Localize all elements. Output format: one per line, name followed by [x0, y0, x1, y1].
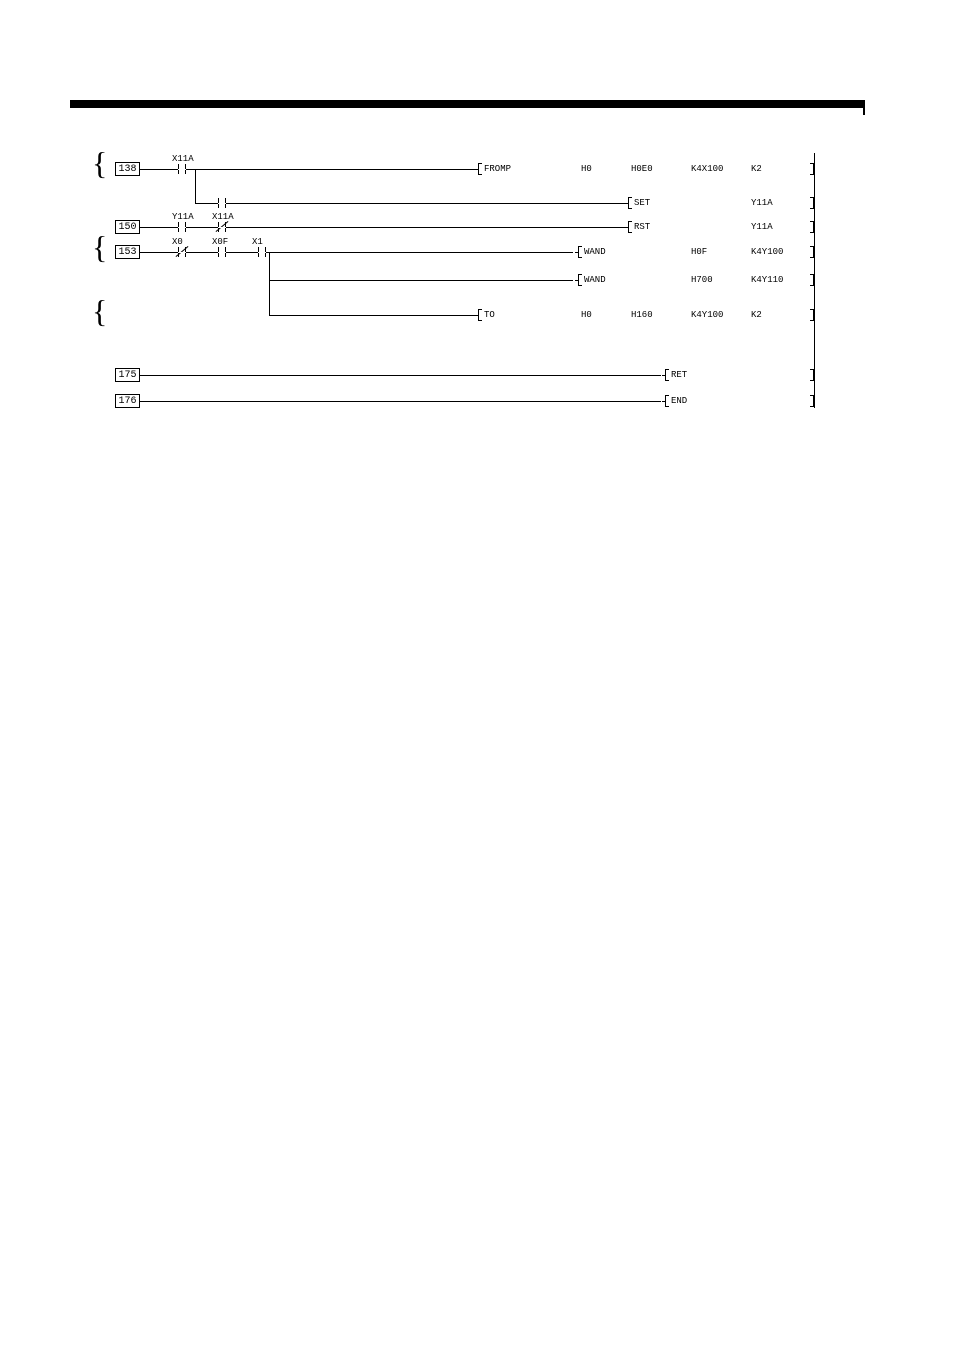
output-bracket-left — [578, 274, 582, 286]
output-param: H700 — [691, 275, 713, 285]
output-bracket-right — [810, 197, 814, 209]
output-connector — [575, 252, 578, 253]
output-bracket-right — [810, 163, 814, 175]
contact-gap — [178, 169, 186, 170]
step-number: 138 — [115, 162, 140, 176]
contact-gap — [178, 252, 186, 253]
output-bracket-right — [810, 221, 814, 233]
output-bracket-left — [665, 369, 669, 381]
contact-label: X0 — [172, 237, 183, 247]
vertical-connector — [269, 252, 270, 316]
contact-label: X0F — [212, 237, 228, 247]
step-number: 176 — [115, 394, 140, 408]
output-param: K4X100 — [691, 164, 723, 174]
step-number: 153 — [115, 245, 140, 259]
output-param: TO — [484, 310, 495, 320]
output-param: FROMP — [484, 164, 511, 174]
output-connector — [625, 203, 628, 204]
output-bracket-left — [665, 395, 669, 407]
output-param: RET — [671, 370, 687, 380]
output-bracket-left — [478, 163, 482, 175]
contact-label: X1 — [252, 237, 263, 247]
rung-line — [140, 375, 661, 376]
top-black-bar — [70, 100, 865, 108]
output-param: RST — [634, 222, 650, 232]
contact-gap — [258, 252, 266, 253]
output-bracket-left — [628, 221, 632, 233]
output-connector — [662, 401, 665, 402]
output-param: H160 — [631, 310, 653, 320]
output-param: K4Y100 — [751, 247, 783, 257]
output-connector — [475, 169, 478, 170]
contact-label: Y11A — [172, 212, 194, 222]
contact-gap — [178, 227, 186, 228]
contact-label: X11A — [172, 154, 194, 164]
output-bracket-left — [478, 309, 482, 321]
curly-brace: { — [92, 147, 107, 179]
output-param: K2 — [751, 310, 762, 320]
curly-brace: { — [92, 295, 107, 327]
rung-line — [140, 401, 661, 402]
output-param: K4Y100 — [691, 310, 723, 320]
contact-label: X11A — [212, 212, 234, 222]
rung-line — [269, 315, 475, 316]
output-param: Y11A — [751, 198, 773, 208]
rung-line — [140, 227, 625, 228]
output-param: H0E0 — [631, 164, 653, 174]
output-connector — [662, 375, 665, 376]
rung-line — [195, 203, 625, 204]
contact-gap — [218, 227, 226, 228]
output-param: END — [671, 396, 687, 406]
output-param: WAND — [584, 247, 606, 257]
output-param: Y11A — [751, 222, 773, 232]
rung-line — [140, 252, 573, 253]
output-param: K2 — [751, 164, 762, 174]
output-param: WAND — [584, 275, 606, 285]
vertical-connector — [195, 169, 196, 204]
output-param: K4Y110 — [751, 275, 783, 285]
output-bracket-right — [810, 369, 814, 381]
output-param: H0 — [581, 310, 592, 320]
output-param: H0 — [581, 164, 592, 174]
output-bracket-right — [810, 246, 814, 258]
curly-brace: { — [92, 231, 107, 263]
output-bracket-left — [628, 197, 632, 209]
output-bracket-right — [810, 309, 814, 321]
output-connector — [625, 227, 628, 228]
step-number: 175 — [115, 368, 140, 382]
output-bracket-left — [578, 246, 582, 258]
contact-gap — [218, 203, 226, 204]
output-bracket-right — [810, 274, 814, 286]
contact-gap — [218, 252, 226, 253]
output-connector — [475, 315, 478, 316]
output-param: SET — [634, 198, 650, 208]
output-bracket-right — [810, 395, 814, 407]
step-number: 150 — [115, 220, 140, 234]
rung-line — [269, 280, 573, 281]
output-connector — [575, 280, 578, 281]
output-param: H0F — [691, 247, 707, 257]
rung-line — [140, 169, 475, 170]
right-rail — [814, 153, 815, 408]
